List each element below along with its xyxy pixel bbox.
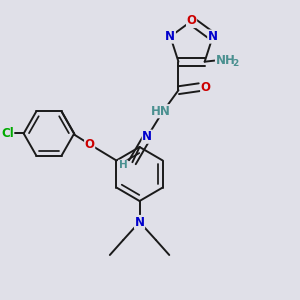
Text: O: O: [201, 81, 211, 94]
Text: NH: NH: [215, 54, 236, 67]
Text: N: N: [142, 130, 152, 143]
Text: N: N: [135, 215, 145, 229]
Text: HN: HN: [151, 105, 171, 118]
Text: 2: 2: [232, 59, 238, 68]
Text: N: N: [208, 30, 218, 43]
Text: Cl: Cl: [1, 127, 14, 140]
Text: N: N: [165, 30, 176, 43]
Text: H: H: [118, 160, 127, 170]
Text: O: O: [187, 14, 196, 28]
Text: O: O: [85, 137, 95, 151]
